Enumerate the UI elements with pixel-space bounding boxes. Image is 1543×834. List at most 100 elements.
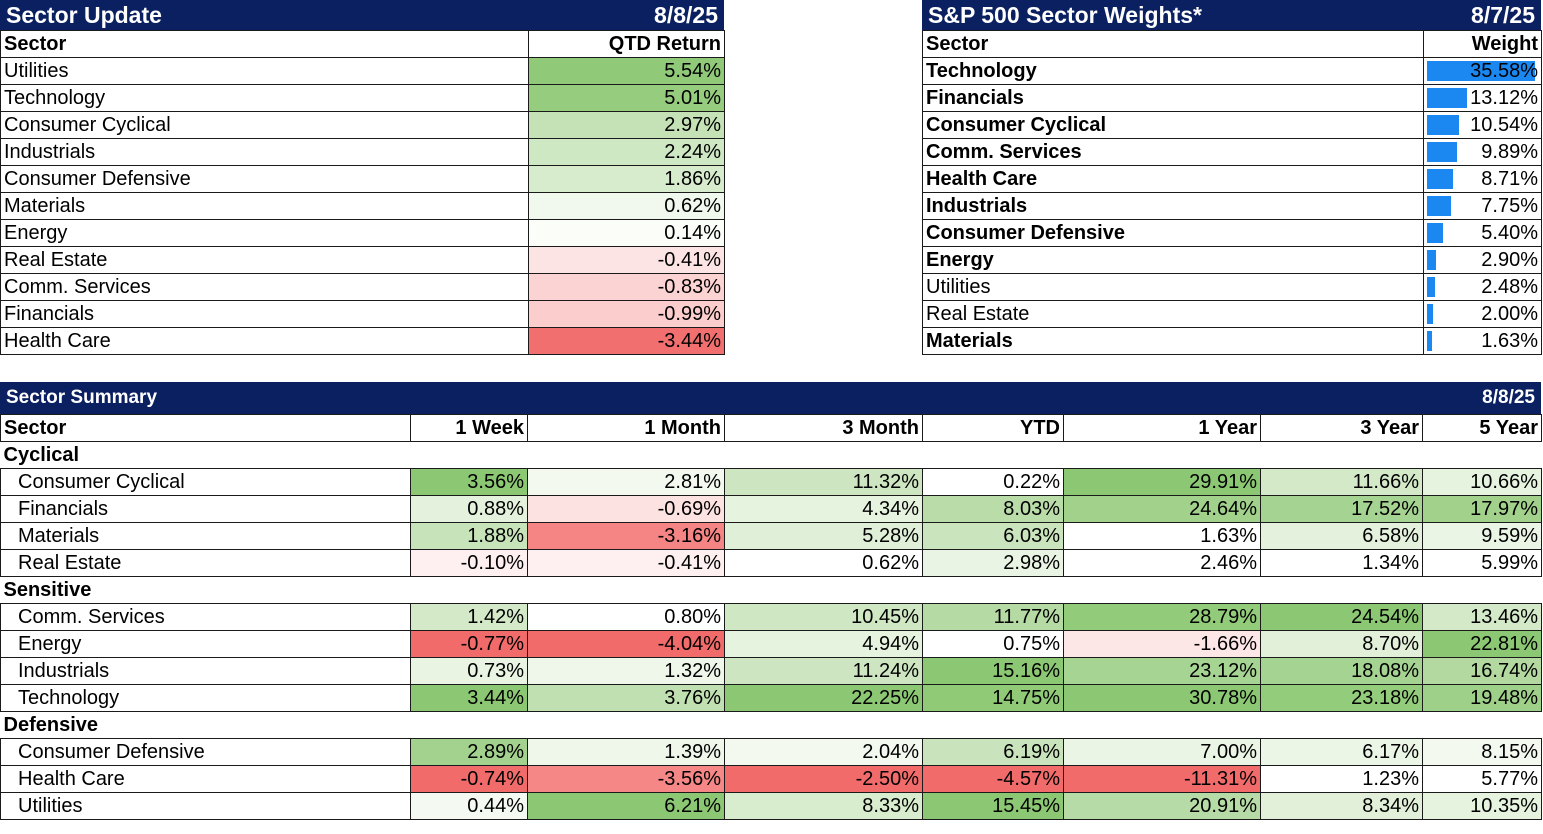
- table-row: Energy -0.77% -4.04% 4.94% 0.75% -1.66% 8.70% 2…: [0, 630, 1542, 658]
- sector-name: Materials: [0, 192, 529, 220]
- return-cell-3-month: 2.04%: [724, 738, 923, 766]
- return-cell-1-month: -0.69%: [527, 495, 725, 523]
- return-cell-3-year: 8.70%: [1260, 630, 1423, 658]
- return-cell-5-year: 10.66%: [1422, 468, 1542, 496]
- weight-value: 35.58%: [1470, 60, 1538, 82]
- sector-weights-panel: S&P 500 Sector Weights* 8/7/25 Sector We…: [922, 0, 1542, 355]
- table-row: Health Care 8.71%: [922, 165, 1542, 193]
- sector-weights-header: S&P 500 Sector Weights* 8/7/25: [922, 0, 1541, 30]
- column-header-3-month: 3 Month: [724, 414, 923, 442]
- weight-cell: 13.12%: [1423, 84, 1542, 112]
- return-cell-1-month: -0.41%: [527, 549, 725, 577]
- table-row: Consumer Cyclical 2.97%: [0, 111, 725, 139]
- return-cell-5-year: 5.99%: [1422, 549, 1542, 577]
- sector-name: Consumer Cyclical: [0, 111, 529, 139]
- sector-update-header: Sector Update 8/8/25: [0, 0, 724, 30]
- sector-name: Technology: [922, 57, 1424, 85]
- return-cell-3-year: 6.58%: [1260, 522, 1423, 550]
- qtd-return-cell: -0.99%: [528, 300, 725, 328]
- weight-value: 1.63%: [1481, 330, 1538, 352]
- table-row: Consumer Defensive 2.89% 1.39% 2.04% 6.19% 7.…: [0, 738, 1542, 766]
- return-cell-1-year: -1.66%: [1063, 630, 1261, 658]
- return-cell-3-month: 5.28%: [724, 522, 923, 550]
- weight-cell: 9.89%: [1423, 138, 1542, 166]
- table-row: Financials 13.12%: [922, 84, 1542, 112]
- column-header-sector: Sector: [0, 414, 411, 442]
- table-row: Consumer Defensive 5.40%: [922, 219, 1542, 247]
- group-label: Defensive: [0, 711, 1542, 739]
- return-cell-1-year: 20.91%: [1063, 792, 1261, 820]
- weight-value: 10.54%: [1470, 114, 1538, 136]
- weight-cell: 2.48%: [1423, 273, 1542, 301]
- sector-name: Real Estate: [922, 300, 1424, 328]
- return-cell-1-year: 1.63%: [1063, 522, 1261, 550]
- return-cell-1-week: 0.44%: [410, 792, 528, 820]
- sector-summary-panel: Sector Summary 8/8/25 Sector 1 Week 1 Mont…: [0, 382, 1542, 820]
- qtd-return-cell: 5.54%: [528, 57, 725, 85]
- return-cell-3-month: 22.25%: [724, 684, 923, 712]
- sector-name: Consumer Cyclical: [922, 111, 1424, 139]
- sector-name: Industrials: [0, 657, 411, 685]
- sector-summary-date: 8/8/25: [1482, 387, 1535, 408]
- sector-name: Technology: [0, 84, 529, 112]
- sector-weights-title: S&P 500 Sector Weights*: [928, 1, 1202, 28]
- column-header-5-year: 5 Year: [1422, 414, 1542, 442]
- return-cell-1-month: 1.32%: [527, 657, 725, 685]
- weight-cell: 5.40%: [1423, 219, 1542, 247]
- sector-name: Financials: [0, 495, 411, 523]
- sector-name: Materials: [922, 327, 1424, 355]
- qtd-return-cell: -0.41%: [528, 246, 725, 274]
- table-row: Consumer Defensive 1.86%: [0, 165, 725, 193]
- sector-summary-header: Sector Summary 8/8/25: [0, 382, 1541, 414]
- table-row: Financials 0.88% -0.69% 4.34% 8.03% 24.64% 17.…: [0, 495, 1542, 523]
- sector-name: Consumer Cyclical: [0, 468, 411, 496]
- qtd-return-cell: 0.62%: [528, 192, 725, 220]
- return-cell-5-year: 9.59%: [1422, 522, 1542, 550]
- table-row: Utilities 0.44% 6.21% 8.33% 15.45% 20.91% 8.34…: [0, 792, 1542, 820]
- return-cell-1-week: 1.42%: [410, 603, 528, 631]
- table-row: Health Care -0.74% -3.56% -2.50% -4.57% -11.3…: [0, 765, 1542, 793]
- return-cell-5-year: 19.48%: [1422, 684, 1542, 712]
- table-row: Materials 1.88% -3.16% 5.28% 6.03% 1.63% 6.58%…: [0, 522, 1542, 550]
- return-cell-5-year: 8.15%: [1422, 738, 1542, 766]
- return-cell-5-year: 5.77%: [1422, 765, 1542, 793]
- return-cell-1-month: -3.56%: [527, 765, 725, 793]
- weight-value: 9.89%: [1481, 141, 1538, 163]
- sector-name: Comm. Services: [0, 603, 411, 631]
- return-cell-ytd: 0.75%: [922, 630, 1064, 658]
- return-cell-1-year: 30.78%: [1063, 684, 1261, 712]
- return-cell-1-week: 3.44%: [410, 684, 528, 712]
- return-cell-3-year: 23.18%: [1260, 684, 1423, 712]
- weight-cell: 35.58%: [1423, 57, 1542, 85]
- return-cell-1-month: -3.16%: [527, 522, 725, 550]
- sector-name: Financials: [0, 300, 529, 328]
- return-cell-1-week: 3.56%: [410, 468, 528, 496]
- table-row: Technology 5.01%: [0, 84, 725, 112]
- return-cell-1-week: 0.73%: [410, 657, 528, 685]
- group-label: Sensitive: [0, 576, 1542, 604]
- return-cell-1-week: 1.88%: [410, 522, 528, 550]
- weight-cell: 2.90%: [1423, 246, 1542, 274]
- column-header-ytd: YTD: [922, 414, 1064, 442]
- sector-name: Consumer Defensive: [0, 738, 411, 766]
- group-label: Cyclical: [0, 441, 1542, 469]
- sector-name: Health Care: [0, 765, 411, 793]
- table-row: Utilities 5.54%: [0, 57, 725, 85]
- return-cell-1-year: 29.91%: [1063, 468, 1261, 496]
- return-cell-ytd: 11.77%: [922, 603, 1064, 631]
- weight-cell: 2.00%: [1423, 300, 1542, 328]
- return-cell-ytd: 6.19%: [922, 738, 1064, 766]
- return-cell-5-year: 13.46%: [1422, 603, 1542, 631]
- table-row: Industrials 0.73% 1.32% 11.24% 15.16% 23.12% 1…: [0, 657, 1542, 685]
- sector-name: Real Estate: [0, 549, 411, 577]
- sector-name: Materials: [0, 522, 411, 550]
- sector-name: Utilities: [0, 792, 411, 820]
- return-cell-1-week: 0.88%: [410, 495, 528, 523]
- return-cell-1-month: 6.21%: [527, 792, 725, 820]
- sector-name: Technology: [0, 684, 411, 712]
- weight-bar: [1427, 277, 1435, 297]
- column-header-1-month: 1 Month: [527, 414, 725, 442]
- return-cell-1-year: -11.31%: [1063, 765, 1261, 793]
- sector-name: Consumer Defensive: [0, 165, 529, 193]
- column-header-3-year: 3 Year: [1260, 414, 1423, 442]
